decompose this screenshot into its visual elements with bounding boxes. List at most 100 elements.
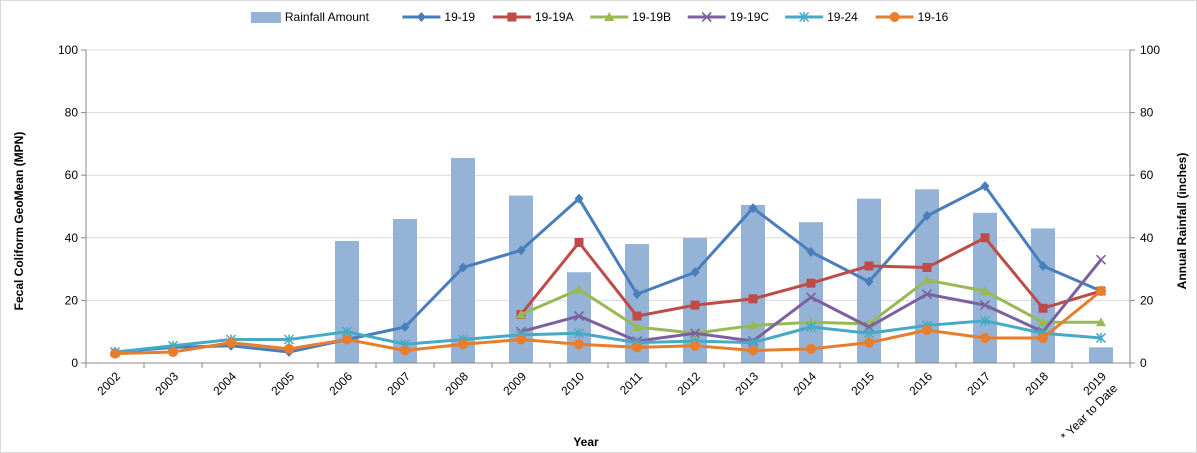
legend-item: 19-16 <box>875 10 949 24</box>
y2-tick-label: 0 <box>1140 356 1147 370</box>
y2-tick-label: 20 <box>1140 293 1154 307</box>
y2-tick-label: 60 <box>1140 168 1154 182</box>
legend-item: Rainfall Amount <box>250 10 370 24</box>
data-point-x <box>1095 254 1107 265</box>
y-tick-label: 80 <box>65 106 79 120</box>
data-point-square <box>806 278 816 288</box>
y2-axis-title: Annual Rainfall (inches) <box>1175 153 1189 290</box>
series-line <box>114 289 1102 356</box>
data-point-circle <box>980 332 990 343</box>
data-point-circle <box>864 337 874 348</box>
data-point-x <box>979 300 991 311</box>
data-point-circle <box>806 343 816 354</box>
data-point-x <box>573 310 585 322</box>
series-line <box>114 184 1102 354</box>
legend-item: 19-19A <box>492 10 574 24</box>
data-point-circle <box>889 12 900 22</box>
series-19-16 <box>110 286 1106 359</box>
legend-label: 19-19B <box>632 10 671 24</box>
axes <box>81 49 1135 368</box>
data-point-diamond <box>922 210 932 221</box>
data-point-circle <box>574 339 584 350</box>
data-point-circle <box>400 345 410 356</box>
data-point-square <box>690 300 700 310</box>
data-point-diamond <box>748 203 758 214</box>
data-point-circle <box>516 334 526 345</box>
data-point-star <box>979 315 991 326</box>
data-point-diamond <box>574 193 584 204</box>
rainfall-bar <box>451 157 475 363</box>
data-point-triangle <box>980 286 990 296</box>
series-lines <box>109 181 1107 359</box>
data-point-diamond <box>516 245 526 256</box>
y-tick-label: 60 <box>65 168 79 182</box>
y-tick-label: 20 <box>65 293 79 307</box>
data-point-circle <box>226 337 236 348</box>
y2-tick-label: 40 <box>1140 231 1154 245</box>
data-point-triangle <box>748 320 758 330</box>
data-point-circle <box>284 343 294 354</box>
data-point-circle <box>632 342 642 353</box>
legend-label: 19-19C <box>730 10 770 24</box>
data-point-diamond <box>690 267 700 278</box>
legend: Rainfall Amount 19-19 19-19A 19-19B 19-19C 19… <box>250 10 949 24</box>
data-point-diamond <box>864 276 874 287</box>
data-point-triangle <box>1096 317 1106 327</box>
data-point-circle <box>1038 332 1048 343</box>
legend-label: 19-16 <box>918 10 949 24</box>
data-point-circle <box>342 334 352 345</box>
data-point-x <box>701 11 712 23</box>
data-point-triangle <box>1038 317 1048 327</box>
data-point-star <box>1095 332 1107 343</box>
data-point-diamond <box>1038 260 1048 271</box>
data-point-x <box>805 292 817 303</box>
data-point-diamond <box>400 322 410 333</box>
legend-item: 19-19B <box>590 10 671 24</box>
data-point-star <box>799 11 810 23</box>
data-point-triangle <box>922 275 932 285</box>
series-19-24 <box>109 315 1107 358</box>
data-point-square <box>748 294 758 304</box>
y-tick-label: 0 <box>71 356 78 370</box>
y-axis-title: Fecal Coliform GeoMean (MPN) <box>12 132 26 311</box>
data-point-circle <box>110 348 120 359</box>
rainfall-bar <box>335 240 359 363</box>
data-point-circle <box>748 345 758 356</box>
rainfall-bar <box>1089 347 1113 363</box>
data-point-star <box>863 328 875 339</box>
data-point-square <box>922 263 932 273</box>
legend-swatch-bar <box>250 12 281 23</box>
y-tick-label: 100 <box>58 43 78 57</box>
data-point-star <box>283 334 295 345</box>
legend-item: 19-19 <box>402 10 475 24</box>
data-point-diamond <box>458 262 468 273</box>
data-point-square <box>864 261 874 271</box>
data-point-square <box>632 311 642 321</box>
legend-label: 19-19A <box>535 10 574 24</box>
data-point-circle <box>922 325 932 336</box>
data-point-square <box>574 237 584 247</box>
data-point-triangle <box>604 12 615 21</box>
data-point-triangle <box>516 309 526 319</box>
rainfall-bar <box>799 222 823 363</box>
data-point-diamond <box>806 246 816 257</box>
legend-label: 19-24 <box>827 10 858 24</box>
legend-item: 19-19C <box>687 10 770 24</box>
rainfall-bar <box>393 219 417 363</box>
data-point-diamond <box>980 181 990 192</box>
data-point-square <box>507 12 517 22</box>
data-point-triangle <box>574 284 584 294</box>
data-point-circle <box>458 339 468 350</box>
data-point-triangle <box>632 322 642 332</box>
data-point-x <box>689 328 701 339</box>
data-point-x <box>921 289 933 300</box>
x-axis-title: Year <box>573 435 599 449</box>
y-tick-label: 40 <box>65 231 79 245</box>
data-point-square <box>980 233 990 243</box>
data-point-square <box>1038 303 1048 313</box>
data-point-diamond <box>416 12 426 22</box>
data-point-circle <box>1096 286 1106 297</box>
series-line <box>114 319 1102 354</box>
legend-label: Rainfall Amount <box>285 10 370 24</box>
